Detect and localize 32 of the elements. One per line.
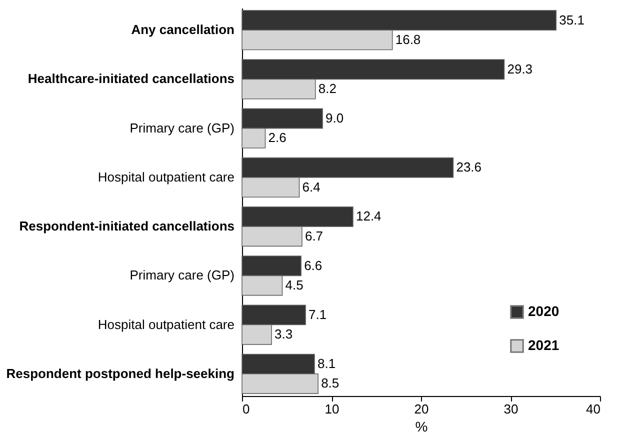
data-label: 8.2: [318, 81, 336, 96]
legend-label: 2021: [528, 337, 560, 353]
data-label: 8.5: [321, 376, 340, 391]
data-label: 23.6: [456, 160, 482, 175]
x-tick-label: 10: [324, 402, 340, 416]
data-label: 4.5: [285, 277, 304, 292]
x-tick-label: 20: [414, 402, 429, 416]
y-tick-label: Healthcare-initiated cancellations: [28, 71, 234, 86]
y-tick-label: Hospital outpatient care: [98, 169, 234, 184]
x-tick-label: 40: [586, 402, 600, 416]
data-label: 6.7: [304, 228, 324, 244]
y-tick-label: Hospital outpatient care: [98, 316, 234, 332]
y-tick-label: Primary care (GP): [130, 268, 234, 283]
data-label: 16.8: [395, 32, 421, 47]
y-tick-label: Any cancellation: [131, 22, 235, 38]
x-axis-title: %: [415, 418, 428, 434]
data-label: 8.1: [317, 356, 336, 372]
data-label: 9.0: [326, 110, 344, 126]
y-tick-label: Respondent postponed help-seeking: [6, 366, 235, 381]
data-label: 6.4: [302, 179, 320, 194]
data-label: 7.1: [308, 306, 327, 322]
x-tick-label: 0: [242, 402, 250, 416]
data-label: 35.1: [559, 12, 584, 28]
data-label: 6.6: [304, 258, 322, 273]
legend-label: 2020: [528, 303, 560, 319]
y-tick-label: Primary care (GP): [130, 120, 234, 136]
data-label: 3.3: [274, 326, 293, 342]
data-label: 29.3: [507, 61, 533, 76]
x-tick-label: 30: [504, 402, 518, 416]
data-label: 2.6: [268, 130, 286, 146]
y-tick-label: Respondent-initiated cancellations: [19, 218, 234, 234]
data-label: 12.4: [356, 208, 382, 224]
